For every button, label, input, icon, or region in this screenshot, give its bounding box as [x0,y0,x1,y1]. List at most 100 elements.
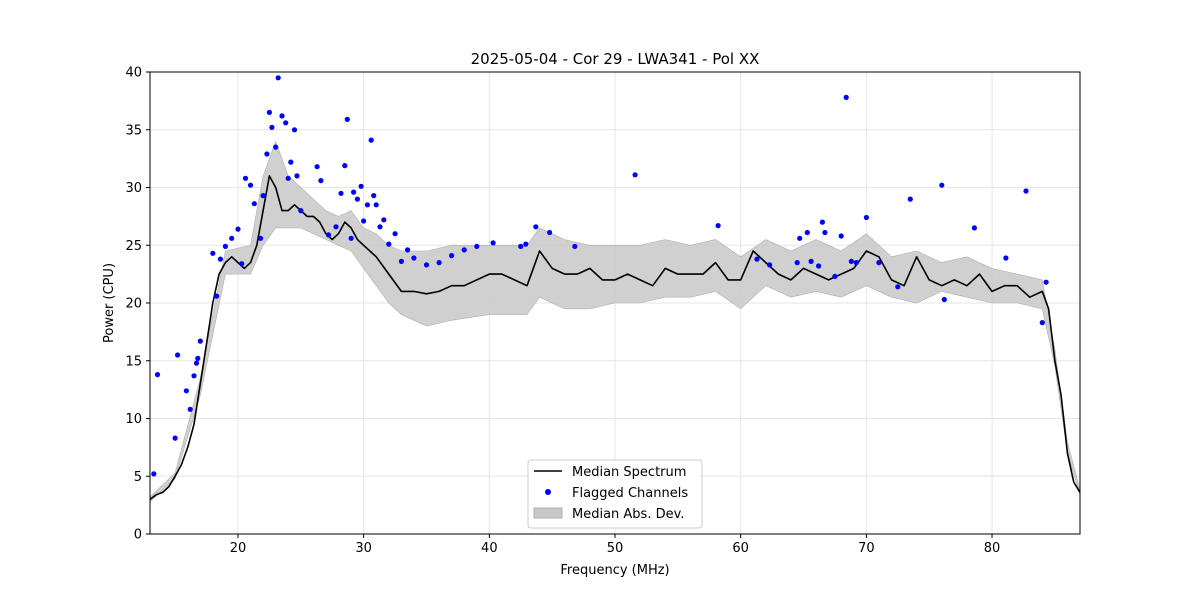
flagged-channel-point [197,338,203,344]
flagged-channel-point [217,256,223,262]
flagged-channel-point [838,233,844,239]
flagged-channel-point [325,232,332,238]
y-axis-label: Power (CPU) [102,263,117,343]
flagged-channel-point [843,94,849,100]
flagged-channel-point [794,260,800,266]
flagged-channel-point [260,193,266,199]
flagged-channel-point [242,175,249,181]
legend-box [527,459,703,529]
x-tick-label: 20 [230,541,247,556]
flagged-channel-point [449,253,455,259]
flagged-channel-point [344,116,350,122]
flagged-channel-point [1023,188,1029,194]
flagged-channel-point [523,241,529,247]
flagged-channel-point [368,137,374,143]
x-tick-label: 40 [481,541,498,556]
flagged-channel-point [423,262,430,268]
flagged-channel-point [269,124,275,130]
flagged-channel-point [371,193,377,199]
y-tick-label: 40 [125,66,142,81]
flagged-channel-point [358,183,364,189]
flagged-channel-point [283,120,289,126]
y-tick-label: 20 [125,297,142,312]
flagged-channel-point [342,163,348,169]
flagged-channel-point [941,296,947,303]
flagged-channel-point [474,243,480,249]
flagged-channel-point [715,223,721,229]
legend-median-label: Median Spectrum [572,465,686,480]
median-spectrum-line [149,175,1081,501]
flagged-channel-point [264,151,270,157]
flagged-channel-point [863,214,870,221]
x-tick-label: 60 [732,541,749,556]
flagged-channel-point [377,224,383,230]
flagged-channel-point [239,261,245,267]
flagged-channel-point [632,172,638,178]
flagged-channel-point [222,243,228,249]
flagged-channel-point [518,243,524,249]
flagged-channel-point [364,202,370,208]
flagged-channel-point [273,144,279,150]
flagged-channel-point [895,284,901,290]
flagged-channel-point [151,471,157,477]
y-tick-label: 30 [125,181,142,196]
flagged-channel-point [819,219,826,225]
flagged-channel-point [183,388,189,394]
flagged-channel-point [939,182,945,188]
flagged-channel-point [381,217,387,223]
flagged-channel-point [405,247,411,253]
y-tick-label: 0 [134,528,142,543]
flagged-channel-point [490,240,496,246]
flagged-channel-point [229,235,235,241]
flagged-channel-point [436,260,442,266]
x-tick-label: 30 [355,541,372,556]
flagged-channel-point [191,373,197,379]
y-tick-label: 5 [134,470,142,485]
flagged-channel-point [533,224,539,230]
flagged-channel-point [333,224,339,230]
flagged-channel-point [572,243,578,249]
y-tick-label: 15 [125,354,142,369]
flagged-channel-point [172,435,178,441]
flagged-channel-point [832,273,838,279]
legend: Median Spectrum Flagged Channels Median … [527,459,703,529]
flagged-channel-point [195,355,201,361]
y-tick-label: 25 [125,239,142,254]
flagged-channel-point [876,260,882,266]
flagged-channel-point [797,235,803,241]
flagged-channel-point [266,109,272,115]
flagged-channel-point [392,231,398,237]
y-tick-label: 35 [125,123,142,138]
legend-mad-label: Median Abs. Dev. [572,507,684,522]
flagged-channel-point [348,235,354,241]
flagged-channel-point [154,372,161,378]
flagged-channel-point [361,218,367,224]
flagged-channel-point [754,256,760,262]
flagged-channel-point [767,262,773,268]
flagged-channel-point [804,229,810,236]
flagged-channel-point [351,189,357,195]
flagged-channel-point [1043,279,1049,285]
x-tick-label: 80 [984,541,1001,556]
flagged-channel-point [291,127,298,133]
flagged-channel-point [298,208,304,214]
flagged-channel-point [214,293,220,299]
flagged-channel-point [275,75,281,81]
flagged-channel-point [398,258,404,264]
flagged-channels-points [151,75,1049,477]
flagged-channel-point [210,250,216,256]
flagged-channel-point [247,182,254,188]
flagged-channel-point [808,258,814,264]
flagged-channel-point [338,190,344,196]
flagged-channel-point [294,173,300,179]
flagged-channel-point [822,229,828,236]
flagged-channel-point [907,196,913,202]
flagged-channel-point [314,164,320,170]
legend-mad-swatch [533,507,563,519]
flagged-channel-point [235,226,241,232]
flagged-channel-point [461,247,467,253]
flagged-channel-point [816,263,822,269]
flagged-channel-point [187,406,193,412]
flagged-channel-point [354,196,360,202]
